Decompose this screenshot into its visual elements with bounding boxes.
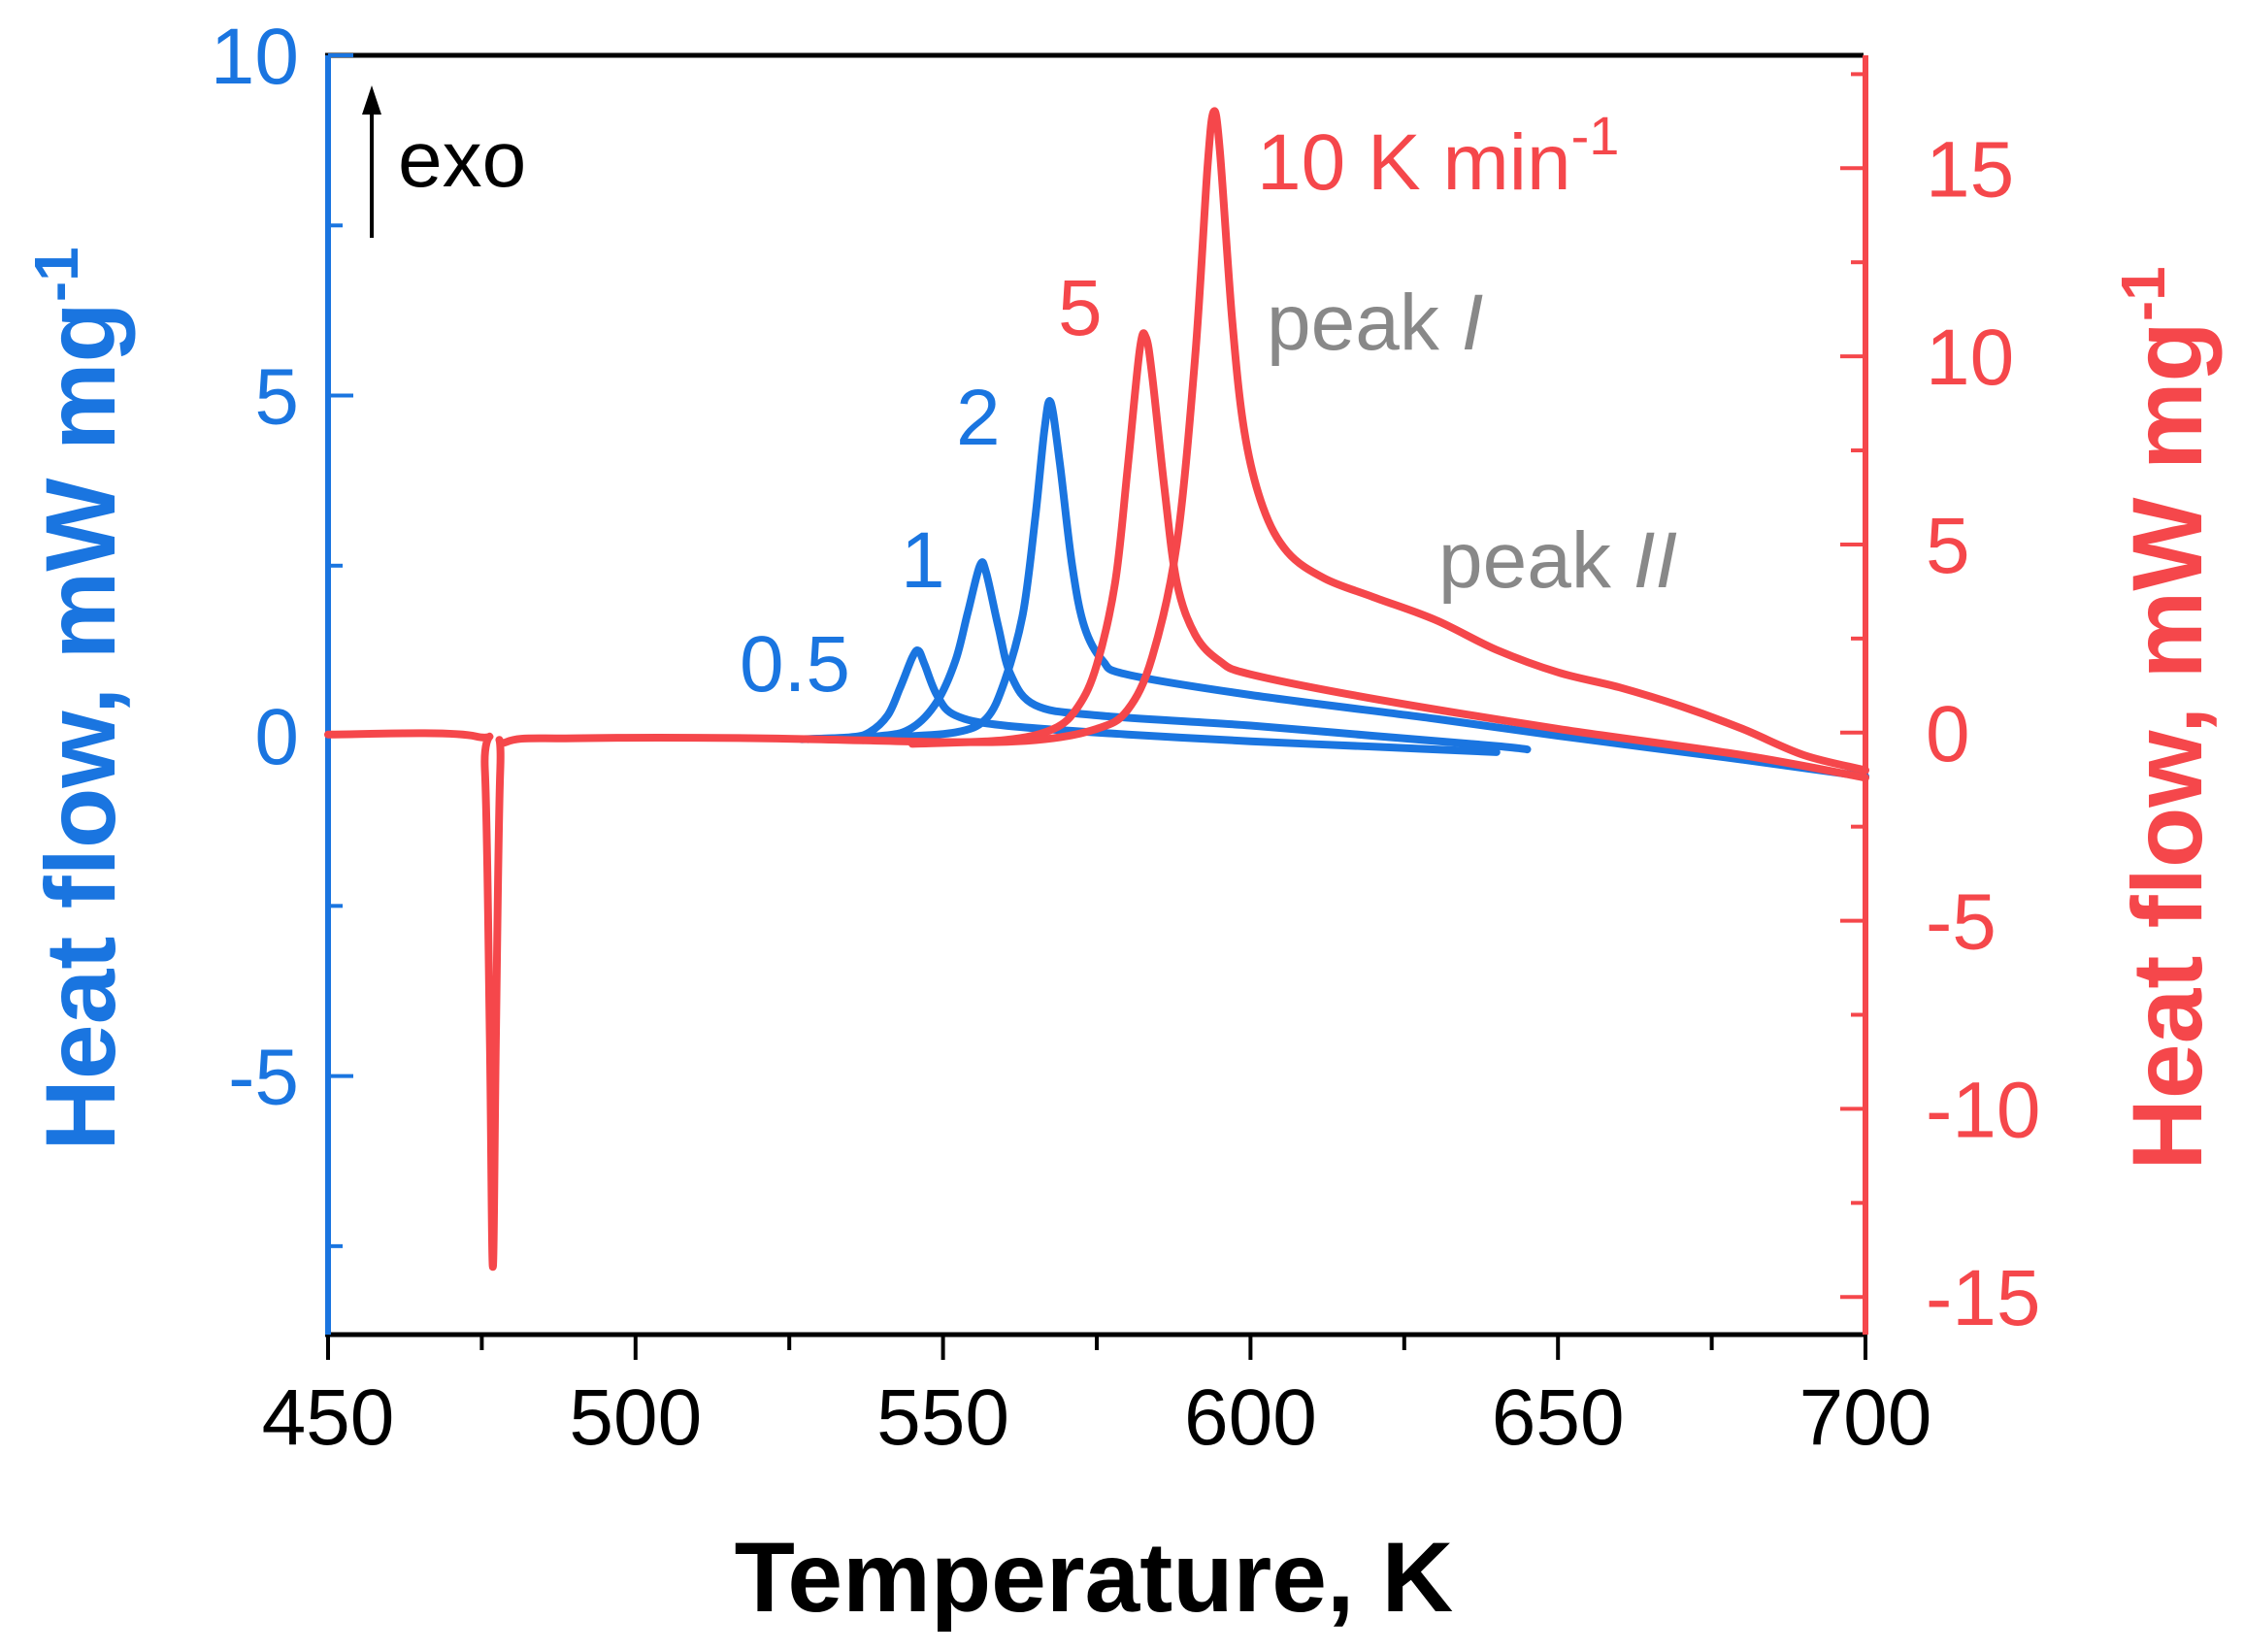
label-5: 5	[1058, 264, 1103, 352]
label-1: 1	[901, 516, 945, 605]
x-tick-marks: 450 500 550 600 650 700	[262, 1335, 1932, 1462]
right-tick-marks: 15 10 5 0 -5 -10 -15	[1840, 72, 2041, 1342]
series-line-4	[324, 107, 1869, 1272]
series-layer	[324, 107, 1869, 1272]
peak-ii-roman: II	[1634, 516, 1678, 605]
x-tick-label: 650	[1492, 1373, 1625, 1462]
series-line-1	[797, 558, 1532, 754]
left-tick-label: -5	[228, 1034, 299, 1122]
x-tick-label: 600	[1184, 1373, 1317, 1462]
right-tick-label: 15	[1926, 125, 2014, 214]
right-tick-label: -15	[1926, 1254, 2041, 1342]
x-tick-label: 450	[262, 1373, 395, 1462]
peak-i-word: peak	[1267, 279, 1462, 367]
right-axis-title-main: Heat flow, mW mg	[2112, 321, 2223, 1171]
series-line-3	[908, 329, 1869, 782]
peak-i-roman: I	[1462, 279, 1484, 367]
series-line-0	[804, 646, 1501, 756]
exo-label: exo	[398, 116, 526, 204]
right-tick-label: 10	[1926, 314, 2014, 402]
x-axis-title: Temperature, K	[735, 1522, 1454, 1633]
left-axis-title-sup: -1	[21, 247, 91, 302]
x-tick-label: 550	[876, 1373, 1009, 1462]
right-axis-title-sup: -1	[2108, 266, 2178, 321]
label-10-sup: -1	[1571, 105, 1620, 166]
left-axis-title: Heat flow, mW mg-1	[21, 247, 136, 1150]
exo-arrow-head	[362, 85, 381, 115]
label-0-5: 0.5	[740, 620, 850, 709]
x-tick-label: 700	[1799, 1373, 1932, 1462]
right-tick-label: -5	[1926, 878, 1996, 967]
label-10-k-min: 10 K min-1	[1257, 105, 1619, 207]
left-axis-title-main: Heat flow, mW mg	[25, 302, 136, 1151]
peak-i-label: peak I	[1267, 279, 1483, 367]
peak-ii-label: peak II	[1438, 516, 1677, 605]
left-tick-marks: 10 5 0 -5	[211, 13, 353, 1248]
label-2: 2	[956, 374, 1001, 462]
left-tick-label: 5	[254, 353, 299, 442]
left-tick-label: 0	[254, 693, 299, 781]
label-10-main: 10 K min	[1257, 118, 1571, 207]
series-line-2	[889, 397, 1869, 781]
peak-ii-word: peak	[1438, 516, 1634, 605]
left-tick-label: 10	[211, 13, 299, 101]
right-tick-label: 0	[1926, 690, 1970, 778]
x-tick-label: 500	[569, 1373, 702, 1462]
right-tick-label: 5	[1926, 502, 1970, 590]
right-tick-label: -10	[1926, 1066, 2041, 1154]
right-axis-title: Heat flow, mW mg-1	[2108, 266, 2223, 1170]
